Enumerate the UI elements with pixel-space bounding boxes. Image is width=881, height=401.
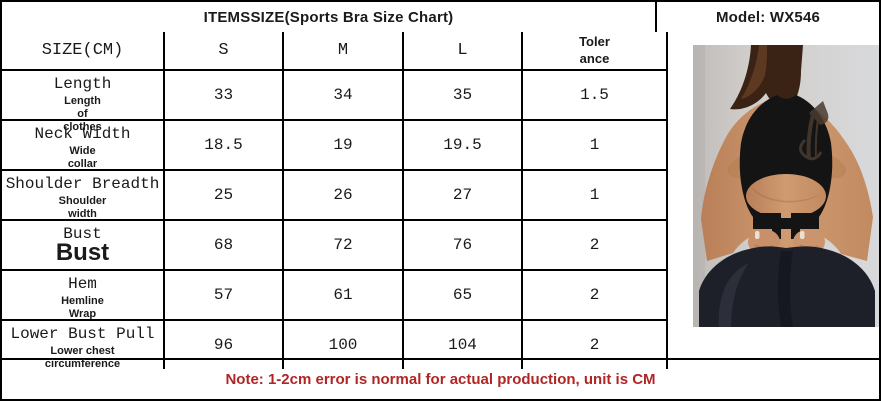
cell-value: 19.5	[402, 119, 523, 171]
header-size-s: S	[163, 32, 284, 71]
model-photo-cell	[668, 32, 879, 358]
table-row-lower-bust-pull: Lower Bust Pull Lower chest circumferenc…	[2, 319, 668, 370]
cell-value: 57	[163, 269, 284, 321]
size-chart-table: SIZE(CM) S M L Toler ance Length Length …	[2, 32, 668, 370]
cell-value: 68	[163, 219, 284, 271]
note-text: Note: 1-2cm error is normal for actual p…	[225, 371, 656, 388]
row-label: Bust	[63, 225, 102, 243]
cell-value: 25	[163, 169, 284, 221]
cell-value: 2	[521, 319, 668, 369]
cell-value: 1	[521, 119, 668, 171]
model-photo-illustration	[693, 45, 879, 327]
table-row-shoulder-breadth: Shoulder Breadth Shoulder width 25 26 27…	[2, 169, 668, 221]
cell-value: 76	[402, 219, 523, 271]
chart-title: ITEMSSIZE(Sports Bra Size Chart)	[203, 8, 454, 26]
row-label: Length	[53, 75, 112, 93]
table-row-hem: Hem Hemline Wrap 57 61 65 2	[2, 269, 668, 321]
cell-value: 34	[282, 69, 404, 121]
header-size-l: L	[402, 32, 523, 71]
row-label: Shoulder Breadth	[5, 175, 160, 193]
table-row-neck-width: Neck Width Wide collar 18.5 19 19.5 1	[2, 119, 668, 171]
row-sublabel: Lower chest circumference	[44, 345, 121, 370]
cell-value: 33	[163, 69, 284, 121]
title-row: ITEMSSIZE(Sports Bra Size Chart) Model: …	[2, 2, 879, 32]
cell-value: 26	[282, 169, 404, 221]
cell-value: 1.5	[521, 69, 668, 121]
cell-value: 65	[402, 269, 523, 321]
table-header-row: SIZE(CM) S M L Toler ance	[2, 32, 668, 71]
cell-value: 18.5	[163, 119, 284, 171]
cell-value: 35	[402, 69, 523, 121]
cell-value: 1	[521, 169, 668, 221]
row-sublabel: Wide collar	[67, 145, 98, 170]
chart-title-cell: ITEMSSIZE(Sports Bra Size Chart)	[2, 2, 657, 32]
cell-value: 2	[521, 219, 668, 271]
cell-value: 96	[163, 319, 284, 369]
header-size-m: M	[282, 32, 404, 71]
table-row-bust: Bust Bust 68 72 76 2	[2, 219, 668, 271]
row-sublabel: Bust	[55, 239, 110, 266]
header-size-cm: SIZE(CM)	[2, 32, 165, 71]
row-label: Neck Width	[34, 125, 131, 143]
cell-value: 61	[282, 269, 404, 321]
cell-value: 2	[521, 269, 668, 321]
model-label: Model: WX546	[715, 8, 821, 26]
main-area: SIZE(CM) S M L Toler ance Length Length …	[2, 32, 879, 370]
cell-value: 27	[402, 169, 523, 221]
table-row-length: Length Length of clothes 33 34 35 1.5	[2, 69, 668, 133]
cell-value: 19	[282, 119, 404, 171]
row-sublabel: Shoulder width	[58, 195, 107, 220]
row-label: Lower Bust Pull	[10, 325, 155, 343]
header-tolerance: Toler ance	[521, 32, 668, 71]
cell-value: 104	[402, 319, 523, 369]
row-label: Hem	[68, 275, 97, 293]
row-sublabel: Length of clothes	[63, 95, 102, 133]
row-sublabel: Hemline Wrap	[61, 295, 104, 320]
cell-value: 72	[282, 219, 404, 271]
model-photo	[693, 45, 879, 327]
cell-value: 100	[282, 319, 404, 369]
model-cell: Model: WX546	[657, 2, 879, 32]
